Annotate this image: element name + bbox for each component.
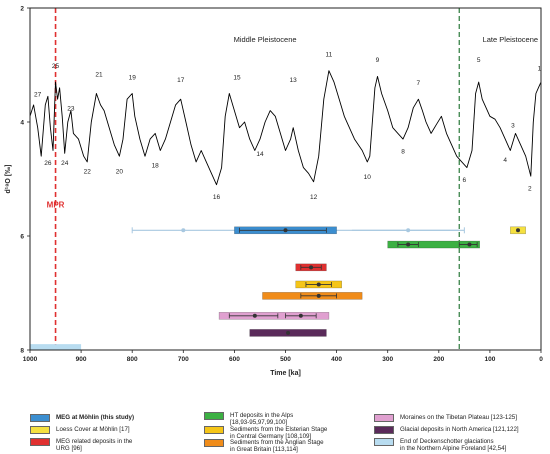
- age-point: [467, 242, 472, 247]
- x-tick-label: 0: [539, 356, 543, 363]
- x-tick-label: 400: [331, 356, 342, 363]
- age-point: [316, 293, 321, 298]
- y-tick-label: 6: [20, 234, 24, 241]
- x-tick-label: 200: [433, 356, 444, 363]
- age-point: [298, 313, 303, 318]
- mis-stage-label: 16: [213, 194, 221, 201]
- mis-stage-label: 20: [116, 168, 124, 175]
- x-tick-label: 600: [229, 356, 240, 363]
- x-tick-label: 300: [382, 356, 393, 363]
- mis-stage-label: 5: [477, 57, 481, 64]
- mis-stage-label: 8: [401, 148, 405, 155]
- legend-item-9: End of Deckenschotter glaciations in the…: [374, 438, 506, 453]
- mis-stage-label: 27: [34, 91, 42, 98]
- age-point: [406, 242, 411, 247]
- mis-stage-label: 22: [84, 168, 92, 175]
- legend-swatch-8: [374, 426, 394, 434]
- age-point: [309, 265, 314, 270]
- legend-item-3: MEG related deposits in the URG [96]: [30, 438, 132, 453]
- mis-stage-label: 23: [67, 106, 75, 113]
- mpr-label: MPR: [47, 201, 65, 210]
- mis-stage-label: 25: [52, 63, 60, 70]
- legend-swatch-3: [30, 438, 50, 446]
- x-axis-label: Time [ka]: [270, 370, 301, 377]
- mis-stage-label: 1: [538, 66, 542, 73]
- legend-label-8: Glacial deposits in North America [121,1…: [400, 426, 519, 433]
- legend-swatch-7: [374, 414, 394, 422]
- y-axis-label: d¹⁸O [‰]: [5, 165, 12, 194]
- y-tick-label: 8: [20, 348, 24, 355]
- region-label: Middle Pleistocene: [234, 35, 297, 44]
- mis-stage-label: 3: [511, 123, 515, 130]
- legend-swatch-5: [204, 426, 224, 434]
- age-point: [286, 330, 291, 335]
- legend-swatch-2: [30, 426, 50, 434]
- mis-stage-label: 24: [61, 160, 69, 167]
- x-tick-label: 800: [127, 356, 138, 363]
- legend-item-4: HT deposits in the Alps [18,93-95,97,99,…: [204, 412, 293, 427]
- mis-stage-label: 26: [44, 160, 52, 167]
- legend-label-4: HT deposits in the Alps [18,93-95,97,99,…: [230, 412, 294, 427]
- mis-stage-label: 18: [152, 163, 160, 170]
- mis-stage-label: 15: [233, 74, 241, 81]
- mis-stage-label: 9: [376, 57, 380, 64]
- mis-stage-label: 19: [129, 74, 137, 81]
- legend-swatch-9: [374, 438, 394, 446]
- mis-stage-label: 2: [528, 185, 532, 192]
- age-bar: [387, 240, 480, 249]
- legend-item-8: Glacial deposits in North America [121,1…: [374, 426, 519, 434]
- legend-label-7: Moraines on the Tibetan Plateau [123-125…: [400, 414, 517, 421]
- mis-stage-label: 6: [463, 177, 467, 184]
- legend-swatch-1: [30, 414, 50, 422]
- x-tick-label: 1000: [23, 356, 38, 363]
- age-point: [316, 282, 321, 287]
- x-tick-label: 900: [76, 356, 87, 363]
- age-point: [252, 313, 257, 318]
- mis-stage-label: 10: [364, 174, 372, 181]
- x-tick-label: 700: [178, 356, 189, 363]
- chart-canvas: Middle Pleistocene Late Pleistocene MPR 2…: [5, 6, 543, 378]
- legend-label-3: MEG related deposits in the URG [96]: [56, 438, 133, 453]
- legend-swatch-6: [204, 439, 224, 447]
- mis-stage-label: 17: [177, 77, 185, 84]
- age-band: [30, 344, 82, 351]
- legend: MEG at Möhlin (this study) Loess Cover a…: [0, 406, 550, 453]
- mis-stage-label: 11: [326, 51, 333, 58]
- age-point: [181, 228, 186, 233]
- legend-item-6: Sediments from the Anglian Stage in Grea…: [204, 439, 324, 454]
- mis-stage-label: 21: [95, 71, 103, 78]
- age-point: [283, 228, 288, 233]
- mis-stage-label: 13: [290, 77, 298, 84]
- legend-swatch-4: [204, 412, 224, 420]
- legend-label-1: MEG at Möhlin (this study): [56, 414, 135, 421]
- legend-label-2: Loess Cover at Möhlin [17]: [56, 426, 130, 433]
- x-tick-label: 100: [484, 356, 495, 363]
- legend-label-9: End of Deckenschotter glaciations in the…: [400, 438, 507, 453]
- mis-stage-label: 7: [417, 80, 421, 87]
- region-label: Late Pleistocene: [483, 35, 538, 44]
- x-tick-label: 500: [280, 356, 291, 363]
- legend-label-6: Sediments from the Anglian Stage in Grea…: [230, 439, 324, 454]
- mis-stage-label: 12: [310, 194, 318, 201]
- legend-item-5: Sediments from the Elsterian Stage in Ce…: [204, 426, 327, 441]
- mis-stage-label: 14: [256, 151, 264, 158]
- y-tick-label: 2: [20, 6, 24, 13]
- legend-label-5: Sediments from the Elsterian Stage in Ce…: [230, 426, 328, 441]
- legend-item-2: Loess Cover at Möhlin [17]: [30, 426, 130, 434]
- legend-item-7: Moraines on the Tibetan Plateau [123-125…: [374, 414, 517, 422]
- age-point: [406, 228, 411, 233]
- d18o-curve: [29, 70, 542, 186]
- age-point: [516, 228, 521, 233]
- mis-stage-label: 4: [503, 157, 507, 164]
- y-tick-label: 4: [20, 120, 24, 127]
- legend-item-1: MEG at Möhlin (this study): [30, 414, 134, 422]
